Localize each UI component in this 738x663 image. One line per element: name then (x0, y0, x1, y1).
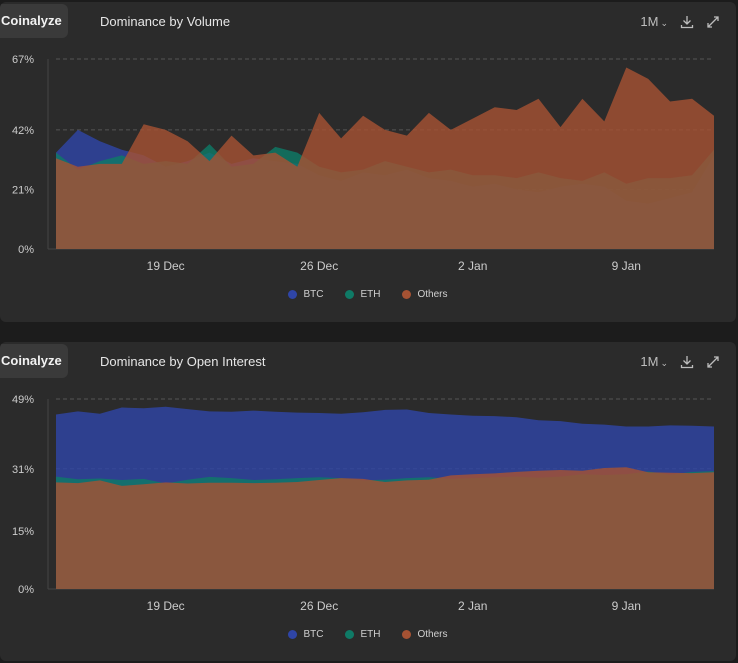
eth-legend-dot (345, 630, 355, 639)
btc-legend-dot (288, 290, 298, 299)
x-tick-label: 19 Dec (147, 599, 185, 613)
y-tick-label: 15% (12, 526, 34, 538)
open-interest-dominance-chart: 49% 31% 15% 0% 19 Dec 26 Dec 2 Jan 9 Jan (12, 394, 714, 613)
volume-dominance-panel: Coinalyze Dominance by Volume 1M ⌄ 67% 42%… (0, 2, 736, 322)
others-legend-dot (402, 290, 412, 299)
y-tick-label: 0% (18, 584, 34, 596)
legend-item-eth[interactable]: ETH (345, 289, 380, 300)
chart-title: Dominance by Open Interest (100, 354, 266, 369)
y-tick-label: 42% (12, 125, 34, 137)
legend-item-eth[interactable]: ETH (345, 629, 380, 640)
download-icon[interactable] (680, 15, 694, 29)
legend-label: ETH (360, 289, 381, 300)
chevron-down-icon: ⌄ (660, 18, 668, 28)
x-tick-label: 26 Dec (300, 259, 338, 273)
expand-icon[interactable] (706, 355, 720, 369)
volume-dominance-chart: 67% 42% 21% 0% 19 Dec 26 Dec 2 Jan 9 Jan (12, 54, 714, 273)
chart-title: Dominance by Volume (100, 14, 231, 29)
x-tick-label: 9 Jan (612, 599, 641, 613)
others-legend-dot (402, 630, 412, 639)
open-interest-dominance-panel: Coinalyze Dominance by Open Interest 1M ⌄… (0, 342, 736, 661)
chart-toolbar: 1M ⌄ (640, 354, 720, 369)
legend-label: Others (417, 289, 448, 300)
timeframe-label: 1M (640, 354, 659, 369)
legend-item-others[interactable]: Others (402, 289, 448, 300)
eth-legend-dot (345, 290, 355, 299)
legend-label: Others (417, 629, 448, 640)
timeframe-selector[interactable]: 1M ⌄ (640, 354, 668, 369)
y-tick-label: 0% (18, 244, 34, 256)
timeframe-label: 1M (640, 14, 659, 29)
chart-toolbar: 1M ⌄ (640, 14, 720, 29)
x-tick-label: 26 Dec (300, 599, 338, 613)
x-tick-label: 9 Jan (612, 259, 641, 273)
y-tick-label: 21% (12, 184, 34, 196)
legend-label: BTC (303, 289, 324, 300)
x-tick-label: 2 Jan (458, 599, 487, 613)
download-icon[interactable] (680, 355, 694, 369)
timeframe-selector[interactable]: 1M ⌄ (640, 14, 668, 29)
chevron-down-icon: ⌄ (660, 358, 668, 368)
expand-icon[interactable] (706, 15, 720, 29)
y-tick-label: 67% (12, 54, 34, 66)
series-area-others (56, 67, 714, 249)
legend-item-btc[interactable]: BTC (288, 629, 323, 640)
chart-legend: BTC ETH Others (0, 629, 736, 640)
legend-item-others[interactable]: Others (402, 629, 448, 640)
brand-label: Coinalyze (0, 4, 68, 38)
legend-label: BTC (303, 629, 324, 640)
x-tick-label: 2 Jan (458, 259, 487, 273)
y-tick-label: 31% (12, 464, 34, 476)
series-area-others (56, 467, 714, 589)
legend-item-btc[interactable]: BTC (288, 289, 323, 300)
brand-label: Coinalyze (0, 344, 68, 378)
x-tick-label: 19 Dec (147, 259, 185, 273)
legend-label: ETH (360, 629, 381, 640)
y-tick-label: 49% (12, 394, 34, 406)
chart-legend: BTC ETH Others (0, 289, 736, 300)
btc-legend-dot (288, 630, 298, 639)
